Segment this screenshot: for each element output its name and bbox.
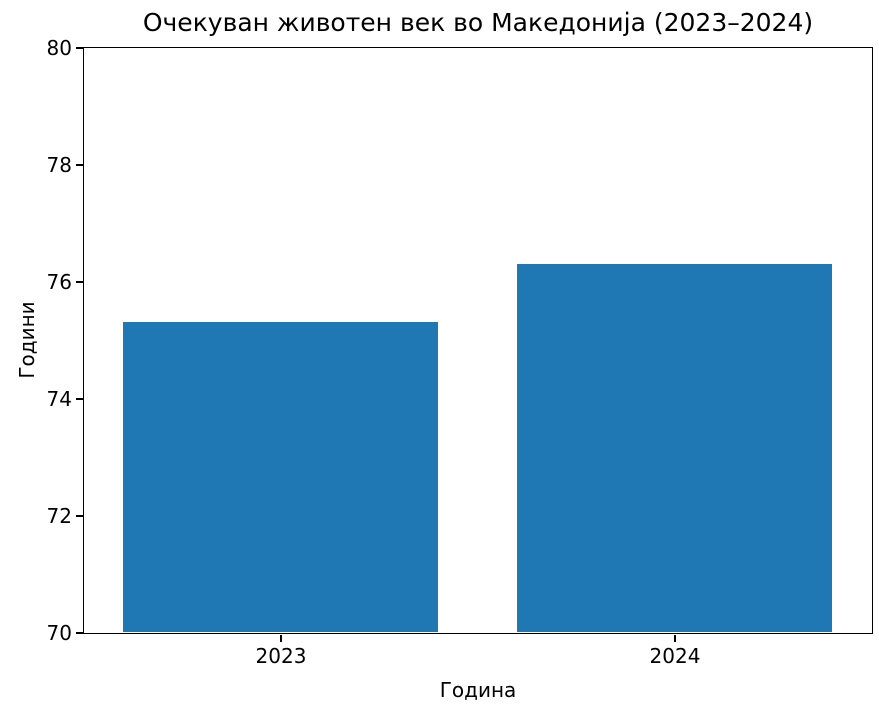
plot-area [82,46,873,634]
y-tick-label-76: 76 [46,269,72,294]
y-tick-70 [75,632,83,634]
chart-title: Очекуван животен век во Македонија (2023… [142,8,814,37]
bar-2023 [122,322,439,633]
y-tick-label-70: 70 [46,620,72,645]
y-tick-72 [75,515,83,517]
y-tick-74 [75,398,83,400]
x-tick-label-2023: 2023 [255,644,307,668]
y-tick-78 [75,164,83,166]
bar-2024 [516,263,833,633]
x-tick-2023 [280,634,282,642]
y-tick-80 [75,47,83,49]
x-tick-2024 [674,634,676,642]
y-tick-label-74: 74 [46,386,72,411]
x-axis-label: Година [439,678,517,702]
y-tick-label-78: 78 [46,152,72,177]
x-tick-label-2024: 2024 [649,644,701,668]
y-axis-label: Години [15,301,39,379]
y-tick-label-80: 80 [46,35,72,60]
y-tick-label-72: 72 [46,503,72,528]
y-tick-76 [75,281,83,283]
